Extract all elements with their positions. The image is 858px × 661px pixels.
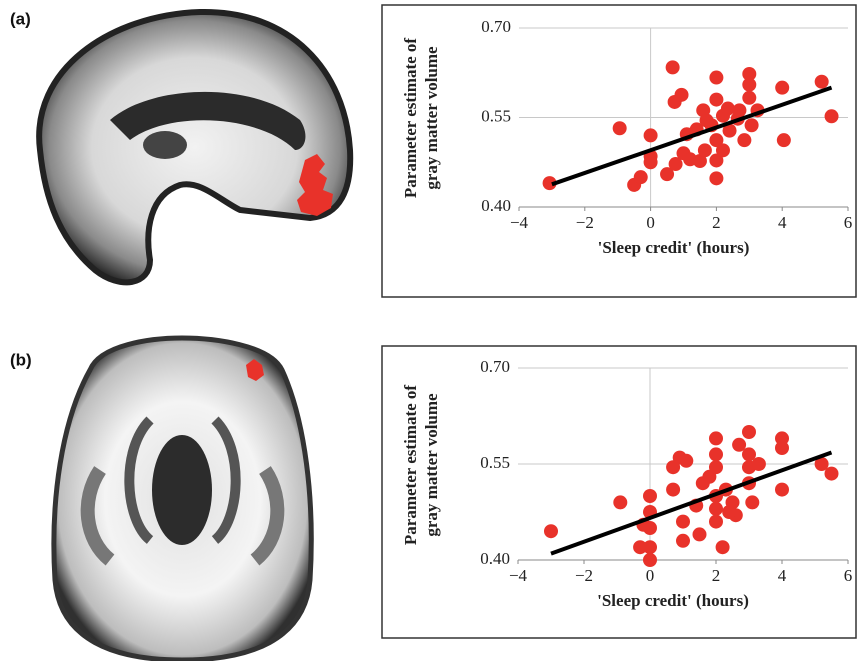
scatter-point [675,88,689,102]
y-axis-label: Parameter estimate of [401,385,420,545]
y-tick-label: 0.70 [480,357,510,376]
scatter-point [693,527,707,541]
panel-label: (a) [10,9,31,28]
x-axis-label: 'Sleep credit' (hours) [597,591,749,610]
scatter-point [737,133,751,147]
scatter-point [732,103,746,117]
scatter-point [643,553,657,567]
scatter-point [775,441,789,455]
scatter-point [775,483,789,497]
brain-sagittal [39,12,350,282]
scatter-point [679,454,693,468]
x-tick-label: 4 [778,213,787,232]
scatter-point [666,483,680,497]
scatter-point [698,143,712,157]
scatter-point [742,91,756,105]
scatter-point [613,121,627,135]
scatter-point [676,534,690,548]
scatter-point [709,171,723,185]
y-tick-label: 0.55 [480,453,510,472]
scatter-point [745,118,759,132]
x-tick-label: −2 [576,213,594,232]
scatter-point [633,540,647,554]
scatter-point [544,524,558,538]
y-tick-label: 0.40 [480,549,510,568]
scatter-point [709,447,723,461]
x-axis-label: 'Sleep credit' (hours) [598,238,750,257]
scatter-point [752,457,766,471]
brain-axial [54,338,311,660]
y-axis-label: Parameter estimate of [401,38,420,198]
y-tick-label: 0.40 [481,196,511,215]
scatter-point [709,460,723,474]
scatter-point [709,515,723,529]
scatter-point [777,133,791,147]
scatter-point [709,502,723,516]
scatter-point [676,515,690,529]
scatter-point [709,71,723,85]
scatter-point [745,495,759,509]
scatter-point [716,540,730,554]
scatter-point [666,60,680,74]
scatter-point [742,425,756,439]
x-tick-label: 0 [646,213,655,232]
scatter-point [644,128,658,142]
scatter-point [644,155,658,169]
x-tick-label: 4 [778,566,787,585]
scatter-point [722,505,736,519]
scatter-point [716,143,730,157]
x-tick-label: 6 [844,213,853,232]
x-tick-label: −4 [509,566,528,585]
scatter-point [742,78,756,92]
panel-label: (b) [10,350,32,369]
scatter-point [825,109,839,123]
scatter-point [709,93,723,107]
x-tick-label: 0 [646,566,655,585]
scatter-point [634,170,648,184]
scatter-point [709,431,723,445]
scatter-point [643,489,657,503]
trend-line [552,88,832,185]
x-tick-label: 2 [712,566,721,585]
scatter-point [815,75,829,89]
scatter-point [613,495,627,509]
y-tick-label: 0.70 [481,17,511,36]
y-axis-label: gray matter volume [422,46,441,190]
x-tick-label: 2 [712,213,721,232]
y-tick-label: 0.55 [481,106,511,125]
scatter-point [775,81,789,95]
x-tick-label: −4 [510,213,529,232]
x-tick-label: 6 [844,566,853,585]
figure: (a) 0.40 0.55 0.70 −4 −2 0 2 4 6 'Sleep credit' (h… [0,0,858,661]
scatter-point [825,467,839,481]
x-tick-label: −2 [575,566,593,585]
trend-line [551,452,832,553]
y-axis-label: gray matter volume [422,393,441,537]
